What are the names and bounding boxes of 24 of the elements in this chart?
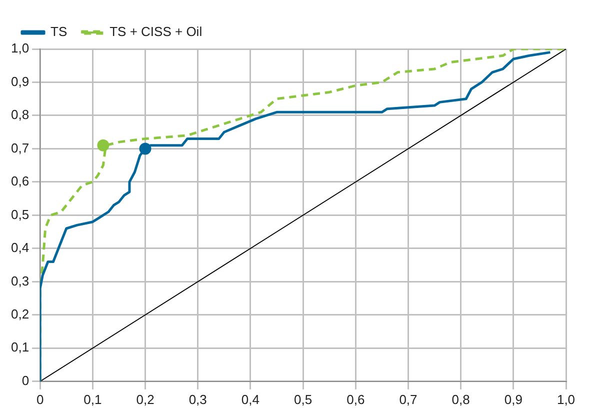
legend-label: TS + CISS + Oil [110, 24, 202, 40]
y-tick-label: 0,2 [10, 306, 30, 322]
y-tick-label: 0 [22, 372, 30, 388]
y-tick-label: 1,0 [10, 40, 30, 56]
y-tick-label: 0,1 [10, 340, 30, 355]
y-tick-label: 0,4 [10, 240, 30, 256]
x-tick-label: 0,1 [84, 392, 102, 407]
x-tick-label: 0,3 [188, 392, 207, 407]
x-tick-label: 0,5 [294, 392, 312, 407]
y-tick-label: 0,9 [10, 74, 30, 89]
x-tick-label: 0,6 [346, 392, 365, 407]
y-tick-label: 0,7 [10, 140, 30, 156]
x-tick-label: 0,2 [136, 392, 154, 407]
x-tick-label: 0,4 [241, 392, 260, 407]
legend-label: TS [50, 24, 68, 40]
x-tick-label: 0,9 [504, 392, 522, 407]
x-tick-label: 1,0 [556, 392, 576, 407]
y-tick-label: 0,6 [10, 174, 30, 189]
x-tick-label: 0 [36, 392, 44, 407]
x-tick-label: 0,8 [452, 392, 470, 407]
y-tick-label: 0,5 [10, 206, 30, 222]
x-tick-label: 0,7 [399, 392, 418, 407]
y-tick-label: 0,8 [10, 107, 30, 122]
y-tick-label: 0,3 [10, 273, 30, 288]
